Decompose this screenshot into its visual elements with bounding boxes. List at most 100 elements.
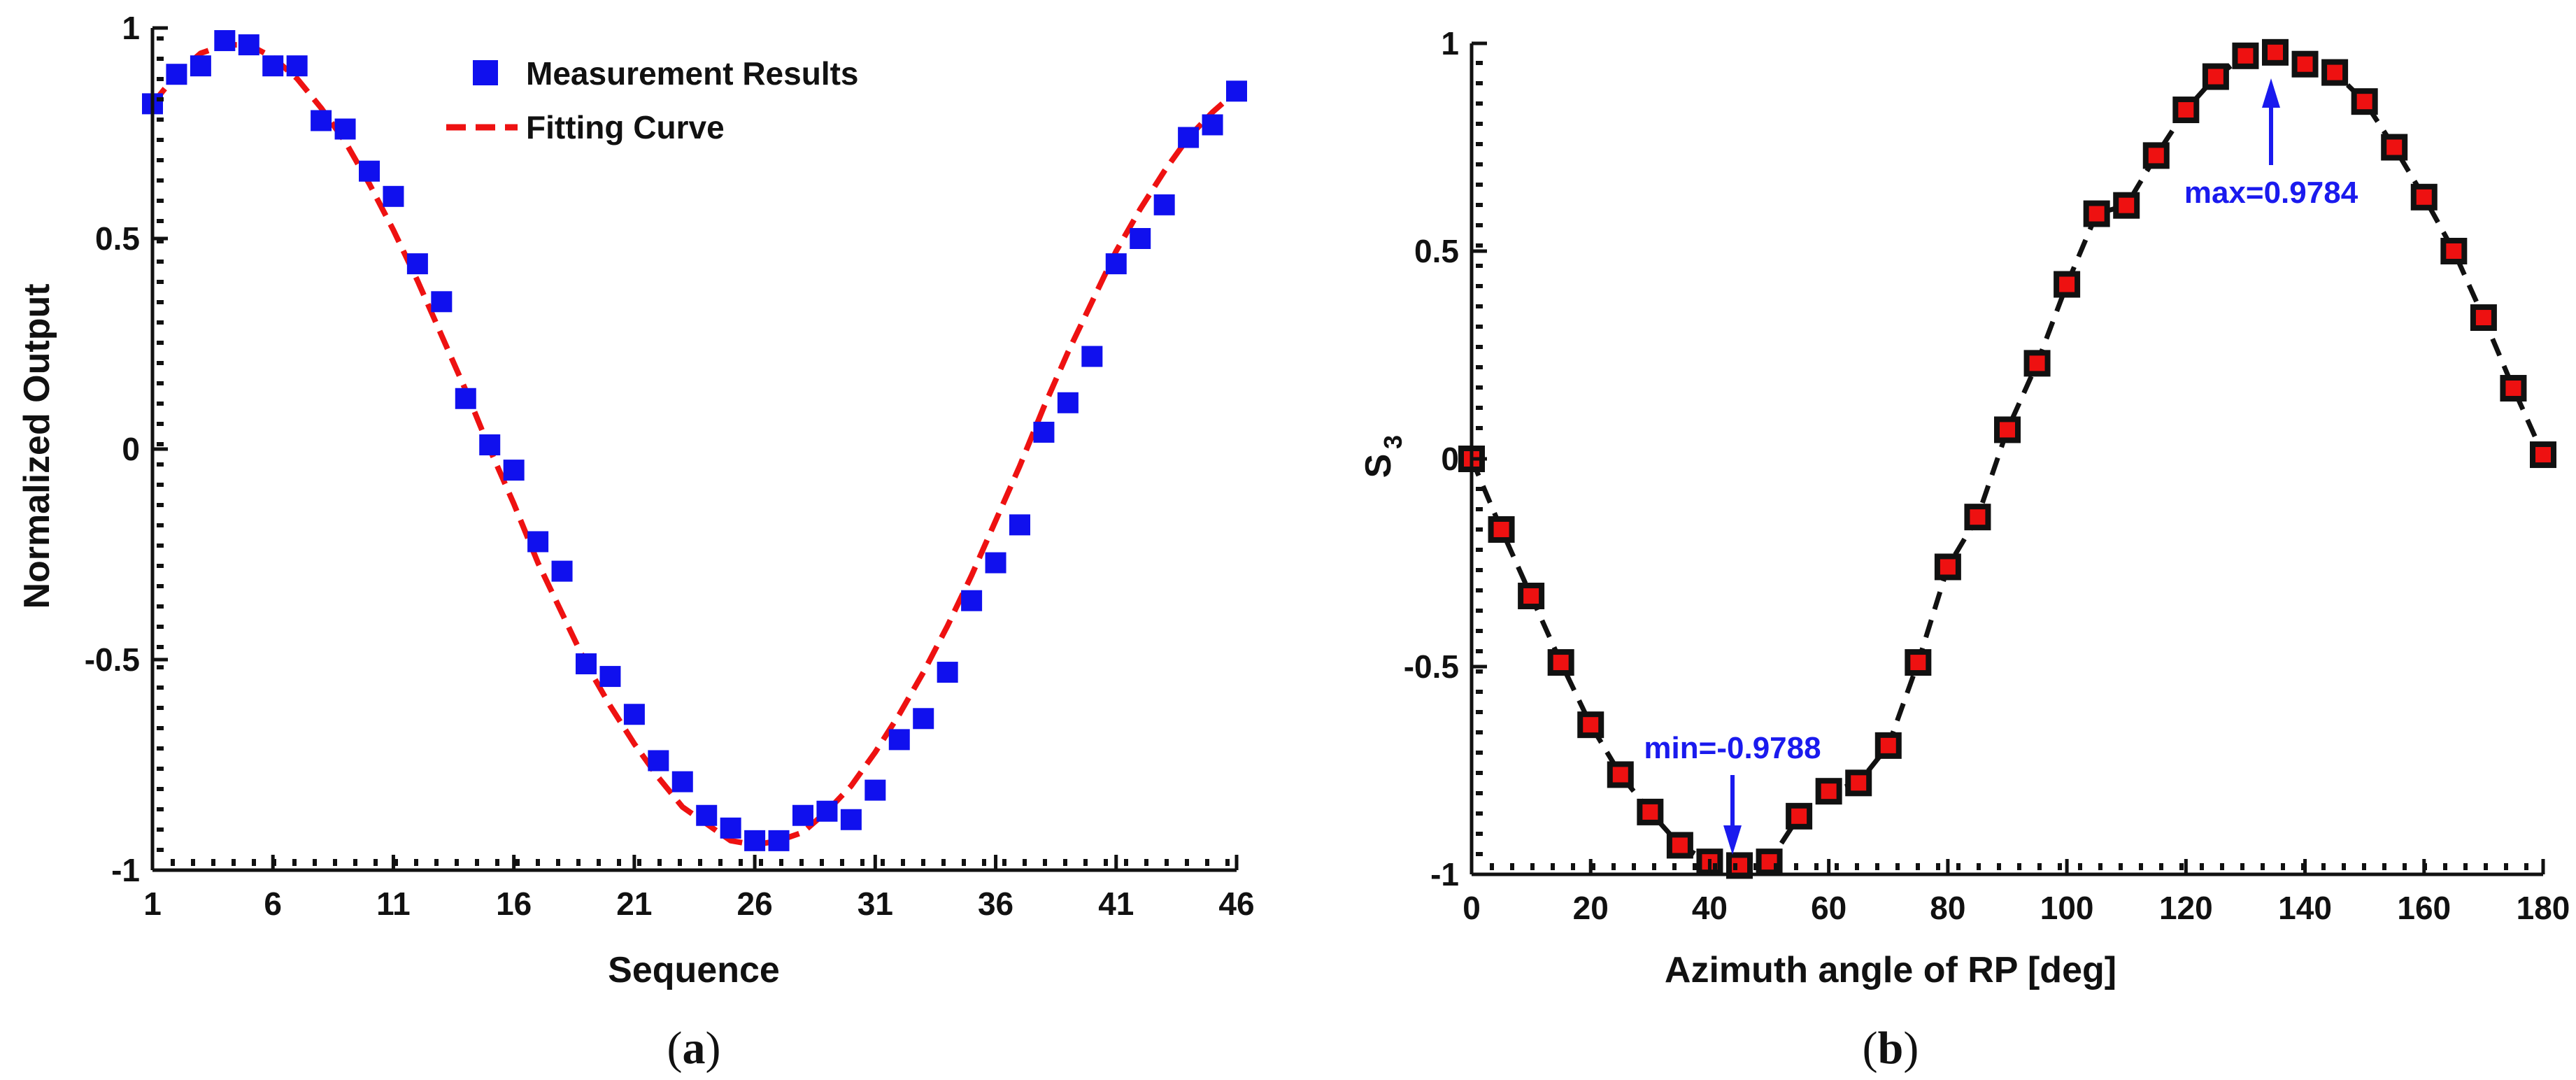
minor-tick xyxy=(157,685,164,690)
data-point-s3 xyxy=(1518,583,1545,610)
minor-tick xyxy=(1774,863,1778,870)
data-point-s3 xyxy=(2500,375,2527,402)
data-point-measurement xyxy=(1081,346,1103,367)
caption-open-b: ( xyxy=(1863,1023,1878,1074)
minor-tick xyxy=(1476,446,1483,450)
minor-tick xyxy=(157,787,164,791)
minor-tick xyxy=(2403,863,2407,870)
minor-tick xyxy=(1476,426,1483,430)
minor-tick xyxy=(1476,710,1483,714)
minor-tick xyxy=(1476,345,1483,349)
minor-tick xyxy=(1476,811,1483,816)
minor-tick xyxy=(1002,859,1006,866)
data-point-measurement xyxy=(792,804,813,826)
minor-tick xyxy=(157,280,164,284)
data-point-s3 xyxy=(1786,802,1813,830)
minor-tick xyxy=(515,859,520,866)
minor-tick xyxy=(840,859,844,866)
data-point-s3 xyxy=(1607,761,1634,788)
x-tick-label: 0 xyxy=(1463,890,1481,926)
data-point-measurement xyxy=(671,771,693,793)
minor-tick xyxy=(597,859,601,866)
minor-tick xyxy=(1205,859,1209,866)
data-point-measurement xyxy=(1226,80,1247,102)
data-point-s3 xyxy=(1845,769,1872,797)
minor-tick xyxy=(157,97,164,101)
minor-tick xyxy=(536,859,540,866)
data-point-measurement xyxy=(623,704,645,725)
x-tick-label: 36 xyxy=(978,886,1013,922)
data-point-measurement xyxy=(166,64,187,85)
minor-tick xyxy=(2484,863,2488,870)
data-point-s3 xyxy=(2023,350,2051,377)
data-point-measurement xyxy=(648,750,669,772)
minor-tick xyxy=(157,320,164,325)
data-point-s3 xyxy=(1637,798,1664,825)
minor-tick xyxy=(860,859,864,866)
plot-area-a xyxy=(142,30,1247,851)
minor-tick xyxy=(678,859,682,866)
minor-tick xyxy=(232,859,236,866)
minor-tick xyxy=(1476,101,1483,106)
minor-tick xyxy=(157,604,164,609)
minor-tick xyxy=(1476,852,1483,856)
minor-tick xyxy=(475,859,479,866)
y-tick-label: -1 xyxy=(1430,856,1459,893)
minor-tick xyxy=(157,260,164,264)
minor-tick xyxy=(1733,863,1737,870)
minor-tick xyxy=(1476,507,1483,511)
minor-tick xyxy=(1476,162,1483,166)
minor-tick xyxy=(1165,859,1169,866)
minor-tick xyxy=(157,564,164,568)
minor-tick xyxy=(2281,863,2285,870)
minor-tick xyxy=(1956,863,1961,870)
minor-tick xyxy=(1591,863,1595,870)
series-line-fitting-curve xyxy=(150,42,1239,848)
minor-tick xyxy=(333,859,337,866)
legend-marker-measurement xyxy=(473,60,498,85)
annotations-b: min=-0.9788 max=0.9784 xyxy=(1644,78,2358,855)
y-axis-label-b: S 3 xyxy=(1358,435,1407,478)
minor-tick xyxy=(1476,548,1483,552)
data-point-measurement xyxy=(455,388,476,409)
data-point-s3 xyxy=(2530,441,2556,469)
minor-tick xyxy=(820,859,824,866)
minor-tick xyxy=(1476,751,1483,755)
y-tick-label: 0.5 xyxy=(1414,233,1459,269)
minor-tick xyxy=(1895,863,1900,870)
minor-tick xyxy=(1124,859,1128,866)
data-point-s3 xyxy=(1815,778,1842,805)
minor-tick xyxy=(2139,863,2143,870)
minor-tick xyxy=(962,859,966,866)
minor-tick xyxy=(1632,863,1636,870)
minor-tick xyxy=(171,859,175,866)
minor-tick xyxy=(1023,859,1027,866)
minor-tick xyxy=(434,859,439,866)
minor-tick xyxy=(1476,365,1483,369)
minor-tick xyxy=(2240,863,2244,870)
minor-tick xyxy=(1225,859,1230,866)
minor-tick xyxy=(1551,863,1555,870)
minor-tick xyxy=(157,118,164,122)
minor-tick xyxy=(1043,859,1047,866)
data-point-measurement xyxy=(744,830,766,851)
data-point-s3 xyxy=(2172,97,2200,124)
y-tick-label: -0.5 xyxy=(1404,648,1459,685)
data-point-measurement xyxy=(551,560,573,582)
x-tick-label: 40 xyxy=(1692,890,1728,926)
minor-tick xyxy=(657,859,662,866)
x-tick-label: 46 xyxy=(1218,886,1254,922)
minor-tick xyxy=(1476,385,1483,390)
data-point-s3 xyxy=(1547,649,1574,676)
minor-tick xyxy=(1476,588,1483,592)
minor-tick xyxy=(157,57,164,61)
data-point-measurement xyxy=(479,434,501,455)
minor-tick xyxy=(157,726,164,730)
minor-tick xyxy=(1693,863,1697,870)
x-tick-label: 140 xyxy=(2278,890,2332,926)
data-point-s3 xyxy=(2291,50,2319,78)
plot-area-b xyxy=(1458,38,2556,879)
annotation-max: max=0.9784 xyxy=(2184,176,2358,210)
minor-tick xyxy=(1476,61,1483,65)
data-point-s3 xyxy=(2142,142,2170,169)
